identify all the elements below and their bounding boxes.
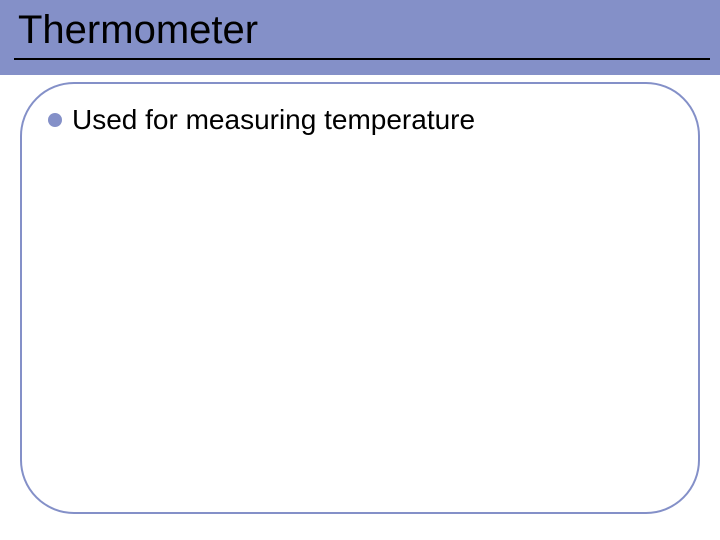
bullet-text: Used for measuring temperature xyxy=(72,104,475,136)
title-underline xyxy=(14,58,710,60)
slide-title: Thermometer xyxy=(18,8,258,53)
bullet-icon xyxy=(48,113,62,127)
content-frame xyxy=(20,82,700,514)
bullet-row: Used for measuring temperature xyxy=(48,104,475,136)
